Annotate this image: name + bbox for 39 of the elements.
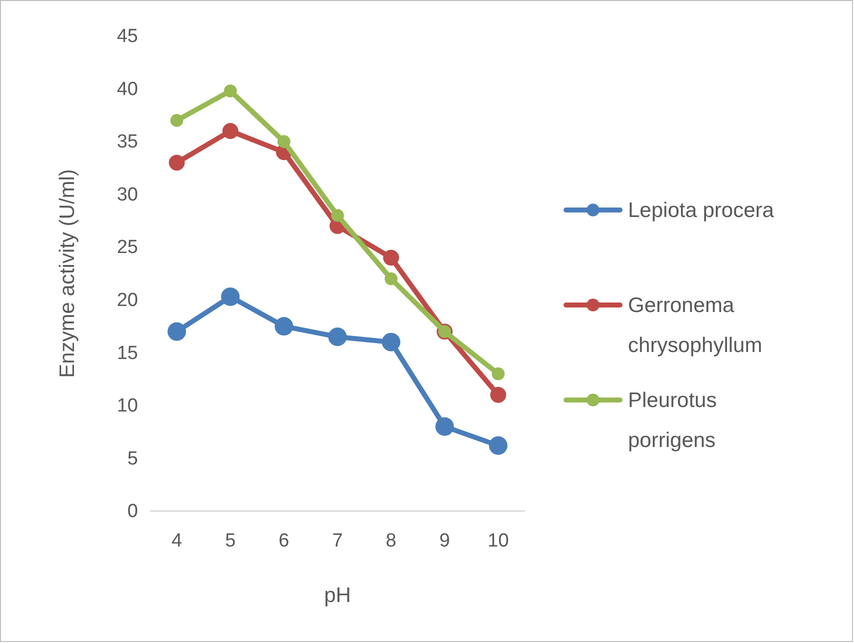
point bbox=[224, 84, 237, 98]
x-axis-title: pH bbox=[324, 584, 351, 607]
point bbox=[222, 123, 238, 139]
legend-label: Lepiota procera bbox=[628, 199, 774, 222]
point bbox=[383, 250, 400, 266]
x-tick-label: 5 bbox=[225, 530, 236, 552]
y-tick-label: 40 bbox=[116, 78, 138, 100]
point bbox=[221, 287, 240, 306]
point bbox=[488, 436, 508, 455]
y-tick-label: 30 bbox=[116, 184, 138, 206]
point bbox=[490, 386, 506, 403]
point bbox=[328, 328, 347, 346]
x-tick-label: 6 bbox=[278, 530, 290, 552]
point bbox=[331, 209, 344, 222]
point bbox=[168, 322, 186, 341]
x-tick-label: 10 bbox=[488, 530, 509, 552]
y-tick-label: 35 bbox=[116, 132, 138, 153]
y-tick-label: 45 bbox=[116, 26, 138, 48]
x-tick-label: 7 bbox=[332, 530, 343, 552]
y-tick-label: 10 bbox=[116, 396, 138, 417]
y-tick-label: 5 bbox=[127, 448, 138, 470]
y-tick-label: 20 bbox=[116, 290, 138, 311]
y-tick-label: 0 bbox=[127, 501, 138, 522]
x-tick-label: 8 bbox=[386, 530, 396, 552]
legend-label: Gerronema chrysophyllum bbox=[628, 294, 762, 357]
y-tick-label: 25 bbox=[116, 237, 138, 258]
point bbox=[384, 272, 398, 286]
y-tick-label: 15 bbox=[116, 342, 138, 364]
y-axis-title: Enzyme activity (U/ml) bbox=[56, 169, 79, 378]
point bbox=[277, 135, 290, 148]
point bbox=[435, 417, 454, 436]
point bbox=[274, 317, 294, 336]
legend-label: Pleurotus porrigens bbox=[628, 389, 717, 452]
point bbox=[168, 154, 185, 171]
x-tick-label: 9 bbox=[439, 530, 450, 552]
point bbox=[492, 367, 505, 380]
point bbox=[170, 114, 184, 127]
point bbox=[382, 332, 400, 352]
x-tick-label: 4 bbox=[171, 530, 182, 552]
